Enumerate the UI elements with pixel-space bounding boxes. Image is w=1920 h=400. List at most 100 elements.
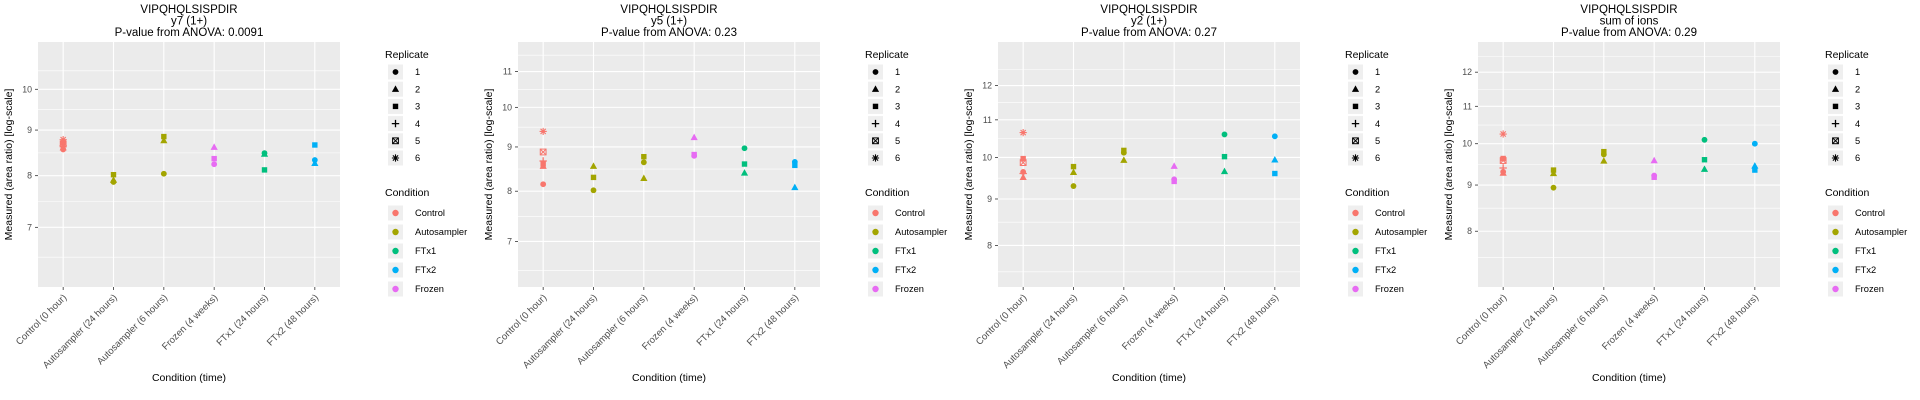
x-axis-tick-label: FTx2 (48 hours) <box>745 292 801 348</box>
data-point-autosampler-rep2 <box>1120 156 1128 163</box>
y-axis-tick-label: 10 <box>22 84 32 94</box>
plot-panel <box>518 42 820 287</box>
y-axis-title: Measured (area ratio) [log-scale] <box>1443 89 1455 241</box>
y-axis-tick-label: 7 <box>27 222 32 232</box>
replicate-legend-label: 2 <box>895 84 900 94</box>
y-axis-tick-label: 12 <box>982 81 992 91</box>
replicate-legend-label: 1 <box>415 67 420 77</box>
plot-panel <box>998 42 1300 287</box>
condition-dot-icon <box>872 285 879 293</box>
condition-legend-label: Control <box>895 208 925 218</box>
anova-plot-sum-of-ions: VIPQHQLSISPDIR sum of ions P-value from AN… <box>1440 0 1920 400</box>
asterisk-icon <box>1351 154 1360 162</box>
condition-dot-icon <box>1832 266 1839 274</box>
replicate-legend-title: Replicate <box>1345 49 1389 61</box>
condition-legend-label: FTx1 <box>895 246 916 256</box>
square-icon <box>1352 103 1359 110</box>
x-axis-tick-label: Frozen (4 weeks) <box>160 292 220 352</box>
y-axis-tick-label: 11 <box>503 67 512 77</box>
data-point-control-rep5 <box>1499 157 1507 164</box>
condition-dot-icon <box>1352 266 1359 274</box>
data-point-ftx1-rep2 <box>740 169 749 176</box>
data-point-ftx2-rep1 <box>1751 140 1758 147</box>
condition-legend-label: Autosampler <box>895 227 947 237</box>
data-point-frozen-rep3 <box>211 155 217 162</box>
data-point-autosampler-rep3 <box>110 171 117 178</box>
replicate-legend-label: 2 <box>415 84 420 94</box>
y-axis-tick-label: 9 <box>507 142 512 152</box>
data-point-autosampler-rep2 <box>160 136 168 144</box>
circle-icon <box>1832 69 1839 75</box>
square-icon <box>392 103 399 110</box>
replicate-legend-label: 3 <box>1855 102 1860 112</box>
data-point-ftx1-rep3 <box>741 161 748 167</box>
condition-legend-label: FTx2 <box>415 265 436 275</box>
plot-pvalue-line: P-value from ANOVA: 0.27 <box>1081 27 1217 39</box>
data-point-control-rep6 <box>1499 130 1507 138</box>
condition-legend-label: FTx2 <box>1375 265 1396 275</box>
data-point-ftx1-rep1 <box>741 145 748 152</box>
triangle-icon <box>1351 85 1360 92</box>
data-point-autosampler-rep1 <box>1120 149 1127 156</box>
replicate-legend-label: 3 <box>895 102 900 112</box>
data-point-control-rep3 <box>1500 155 1506 162</box>
anova-plot-y7: VIPQHQLSISPDIR y7 (1+) P-value from ANOVA:… <box>0 0 480 400</box>
condition-dot-icon <box>1352 247 1359 255</box>
circle-icon <box>392 69 399 75</box>
x-axis-title: Condition (time) <box>632 372 706 384</box>
condition-dot-icon <box>1832 247 1839 255</box>
y-axis-tick-label: 10 <box>982 152 992 162</box>
replicate-legend-label: 2 <box>1855 84 1860 94</box>
y-axis-tick-label: 9 <box>987 194 992 204</box>
plot-subtitle: y5 (1+) <box>651 16 687 28</box>
replicate-legend-label: 6 <box>1375 153 1380 163</box>
square-icon <box>872 103 879 110</box>
condition-legend-label: Frozen <box>895 284 924 294</box>
x-axis-tick-label: FTx1 (24 hours) <box>695 292 751 348</box>
data-point-ftx2-rep3 <box>312 142 318 148</box>
data-point-autosampler-rep1 <box>590 187 597 194</box>
condition-dot-icon <box>872 266 879 274</box>
data-point-ftx2-rep1 <box>1271 133 1278 140</box>
plus-icon <box>871 119 880 128</box>
data-point-control-rep2 <box>1499 169 1507 176</box>
replicate-legend-label: 6 <box>415 153 420 163</box>
data-point-control-rep5 <box>539 148 547 156</box>
condition-dot-icon <box>392 209 399 217</box>
condition-legend-label: FTx2 <box>895 265 916 275</box>
condition-legend-label: Frozen <box>1375 284 1404 294</box>
y-axis-tick-label: 12 <box>1462 67 1472 77</box>
plot-title: VIPQHQLSISPDIR <box>140 4 237 16</box>
condition-dot-icon <box>872 228 879 236</box>
circle-icon <box>872 69 879 75</box>
x-axis-tick-label: Frozen (4 weeks) <box>1600 292 1660 352</box>
plus-icon <box>1351 119 1360 128</box>
data-point-ftx1-rep1 <box>1221 131 1228 138</box>
data-point-frozen-rep3 <box>1171 178 1177 185</box>
data-point-autosampler-rep1 <box>640 159 647 166</box>
condition-dot-icon <box>392 247 399 255</box>
plot-pvalue-line: P-value from ANOVA: 0.0091 <box>115 27 264 39</box>
y-axis-tick-label: 11 <box>1463 101 1472 111</box>
condition-legend-title: Condition <box>1345 187 1390 199</box>
replicate-legend-label: 1 <box>1375 67 1380 77</box>
data-point-control-rep2 <box>1019 173 1027 180</box>
replicate-legend-label: 3 <box>1375 102 1380 112</box>
replicate-legend-title: Replicate <box>1825 49 1869 61</box>
plot-panel <box>38 42 340 287</box>
x-axis-title: Condition (time) <box>152 372 226 384</box>
replicate-legend-label: 6 <box>1855 153 1860 163</box>
condition-legend-label: Control <box>415 208 445 218</box>
condition-dot-icon <box>1352 209 1359 217</box>
condition-dot-icon <box>872 209 879 217</box>
replicate-legend-title: Replicate <box>385 49 429 61</box>
asterisk-icon <box>391 154 400 162</box>
data-point-control-rep3 <box>1020 155 1026 162</box>
y-axis-tick-label: 8 <box>987 240 992 250</box>
condition-dot-icon <box>1832 228 1839 236</box>
replicate-legend-label: 4 <box>1375 119 1380 129</box>
y-axis-tick-label: 10 <box>502 102 512 112</box>
y-axis-tick-label: 7 <box>507 236 512 246</box>
data-point-frozen-rep1 <box>691 152 698 159</box>
